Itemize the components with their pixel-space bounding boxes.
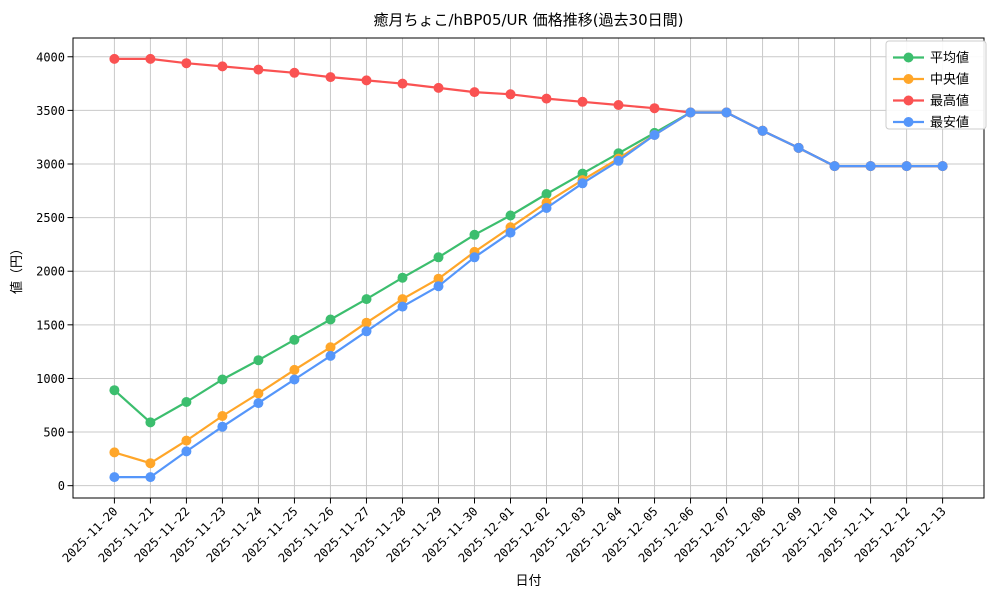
data-point-median [361,317,372,328]
data-point-median [217,411,228,421]
data-point-max [325,72,336,83]
data-point-min [829,161,840,172]
data-point-min [433,281,444,292]
data-point-average [325,314,336,325]
data-point-min [685,107,696,118]
tick-marks [67,56,944,504]
data-point-min [793,142,804,153]
data-point-median [253,388,264,399]
data-point-min [937,161,948,172]
data-point-max [253,64,264,75]
data-point-max [109,53,120,64]
data-point-min [865,161,876,172]
data-point-median [109,447,120,458]
y-axis-label: 値（円） [9,242,25,294]
x-axis-label: 日付 [515,574,541,589]
axes-spines [72,37,985,499]
data-point-min [649,130,660,140]
y-tick-label: 1500 [36,318,65,332]
legend-item-max: 最高値 [893,93,969,109]
data-point-min [325,350,336,361]
data-point-average [109,385,120,396]
data-point-average [469,229,480,240]
data-point-min [253,398,264,409]
data-point-median [325,342,336,353]
data-point-min [181,446,192,457]
legend-label: 最安値 [930,115,969,131]
legend-item-min: 最安値 [893,115,969,131]
data-point-max [649,103,660,114]
data-point-median [289,364,300,375]
data-point-average [505,210,516,221]
data-point-min [613,155,624,166]
series-min [109,107,948,483]
legend-box [885,40,987,130]
data-point-min [757,125,768,136]
data-point-max [361,75,372,86]
data-point-min [217,421,228,432]
data-point-average [145,417,156,428]
data-point-max [469,87,480,98]
data-point-max [613,100,624,110]
data-point-min [109,472,120,483]
data-point-max [397,78,408,89]
legend-label: 中央値 [930,72,969,88]
y-tick-label: 4000 [36,50,65,64]
series-min-line [114,111,943,479]
data-point-median [181,435,192,446]
data-point-max [433,82,444,93]
data-point-max [289,67,300,78]
legend-label: 最高値 [930,93,969,109]
legend-label: 平均値 [930,50,969,66]
data-point-max [505,89,516,100]
plot-area [73,38,984,498]
data-point-median [433,273,444,284]
y-tick-label: 3000 [36,157,65,171]
chart-title: 癒月ちょこ/hBP05/UR 価格推移(過去30日間) [374,11,684,29]
data-point-min [901,161,912,172]
data-point-min [505,227,516,238]
data-point-min [577,178,588,189]
data-point-min [721,107,732,118]
data-point-average [397,272,408,283]
y-tick-label: 500 [43,426,65,440]
legend-item-median: 中央値 [893,72,969,88]
data-point-max [181,58,192,69]
data-point-average [253,355,264,366]
data-point-min [541,203,552,213]
data-point-median [397,294,408,305]
data-point-min [469,252,480,263]
data-point-max [577,96,588,107]
gridlines [73,38,984,498]
legend-marker-median [903,74,914,84]
data-point-max [145,53,156,64]
legend-marker-min [903,117,914,127]
legend-marker-average [903,52,914,63]
y-tick-label: 3500 [36,104,65,118]
data-point-max [217,61,228,72]
y-tick-label: 1000 [36,372,65,386]
y-tick-label: 2500 [36,211,65,225]
data-point-average [433,252,444,263]
data-point-min [397,301,408,312]
y-tick-label: 2000 [36,265,65,279]
data-point-average [361,294,372,305]
data-point-min [361,326,372,337]
data-point-average [541,189,552,199]
y-tick-label: 0 [58,479,65,493]
data-point-median [145,458,156,469]
legend-marker-max [903,95,914,106]
data-point-min [289,374,300,385]
data-point-average [217,374,228,385]
data-point-min [145,472,156,483]
data-point-average [181,397,192,407]
data-point-max [541,93,552,104]
data-point-average [289,334,300,345]
legend-item-average: 平均値 [893,50,969,66]
